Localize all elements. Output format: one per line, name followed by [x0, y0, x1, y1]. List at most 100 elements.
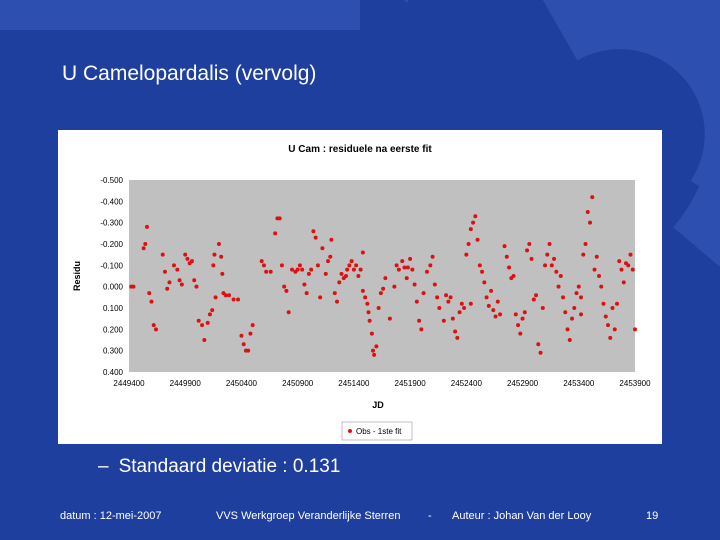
data-point [572, 306, 577, 310]
data-point [520, 316, 525, 321]
data-point [313, 235, 318, 240]
data-point [365, 301, 370, 306]
y-tick-label: -0.300 [100, 219, 123, 228]
plot-area [129, 180, 635, 372]
x-tick-label: 2452900 [507, 379, 539, 388]
data-point [202, 338, 207, 342]
chart-panel: U Cam : residuele na eerste fit -0.500 -0… [58, 130, 662, 444]
data-point [311, 229, 316, 234]
data-point [448, 295, 453, 300]
data-point [455, 335, 460, 340]
data-point [597, 274, 602, 278]
data-point [248, 331, 253, 336]
data-point [545, 252, 550, 257]
data-point [185, 256, 190, 261]
data-point [141, 246, 146, 251]
legend-label: Obs - 1ste fit [356, 427, 402, 436]
legend-marker [348, 429, 352, 433]
data-point [268, 269, 273, 274]
data-point [554, 269, 559, 274]
data-point [306, 271, 311, 276]
data-point [381, 286, 386, 291]
data-point [277, 216, 282, 221]
data-point [200, 323, 205, 328]
data-point [480, 269, 485, 274]
data-point [326, 259, 331, 264]
data-point [626, 263, 631, 268]
data-point [309, 267, 314, 272]
legend: Obs - 1ste fit [341, 421, 413, 441]
data-point [583, 242, 588, 246]
data-point [211, 263, 216, 268]
data-point [473, 214, 478, 219]
data-point [468, 301, 473, 306]
data-point [592, 267, 597, 272]
data-point [335, 299, 340, 304]
data-point [227, 293, 232, 298]
data-point [286, 310, 291, 315]
data-point [486, 303, 491, 308]
data-point [536, 342, 541, 347]
data-point [435, 295, 440, 300]
data-point [177, 278, 182, 283]
data-point [339, 271, 344, 276]
y-tick-label: -0.100 [100, 261, 123, 270]
data-point [351, 267, 356, 272]
data-point [477, 263, 482, 268]
data-point [565, 327, 570, 332]
data-point [284, 288, 289, 293]
data-point [574, 291, 579, 296]
y-tick-label: 0.400 [103, 368, 124, 377]
y-axis-label: Residu [72, 261, 82, 291]
data-point [421, 291, 426, 296]
data-point [437, 306, 442, 310]
data-point [563, 310, 568, 315]
data-point [547, 242, 552, 246]
data-point [328, 254, 333, 259]
data-point [279, 263, 284, 268]
data-point [259, 259, 264, 264]
data-point [387, 316, 392, 321]
y-tick-label: -0.400 [100, 197, 123, 206]
data-point [507, 265, 512, 270]
data-point [149, 299, 154, 304]
footer-date: datum : 12-mei-2007 [60, 510, 162, 522]
data-point [450, 316, 455, 321]
data-point [567, 338, 572, 342]
data-point [615, 301, 620, 306]
data-point [295, 267, 300, 272]
y-tick-label: -0.500 [100, 176, 123, 185]
data-point [405, 265, 410, 270]
bullet-dash: – [98, 456, 109, 477]
data-point [599, 284, 604, 289]
data-point [630, 267, 635, 272]
data-point [459, 301, 464, 306]
data-point [323, 271, 328, 276]
data-point [417, 318, 422, 323]
data-point [372, 352, 377, 357]
data-point [358, 267, 363, 272]
data-point [610, 306, 615, 310]
data-point [464, 252, 469, 257]
x-axis: 2449400 2449900 2450400 2450900 2451400 24519… [113, 379, 651, 388]
data-point [543, 263, 548, 268]
chart-title: U Cam : residuele na eerste fit [288, 144, 432, 155]
x-axis-label: JD [372, 400, 384, 410]
data-point [531, 297, 536, 302]
data-point [628, 252, 633, 257]
x-tick-label: 2450400 [226, 379, 258, 388]
data-point [612, 327, 617, 332]
data-point [241, 342, 246, 347]
data-point [345, 267, 350, 272]
data-point [223, 293, 228, 298]
data-point [302, 282, 307, 287]
data-point [239, 333, 244, 338]
data-point [175, 267, 180, 272]
data-point [585, 210, 590, 214]
data-point [489, 288, 494, 293]
data-point [552, 256, 557, 261]
y-tick-label: 0.300 [103, 347, 124, 356]
data-point [430, 254, 435, 259]
data-point [525, 248, 530, 253]
data-point [491, 308, 496, 313]
